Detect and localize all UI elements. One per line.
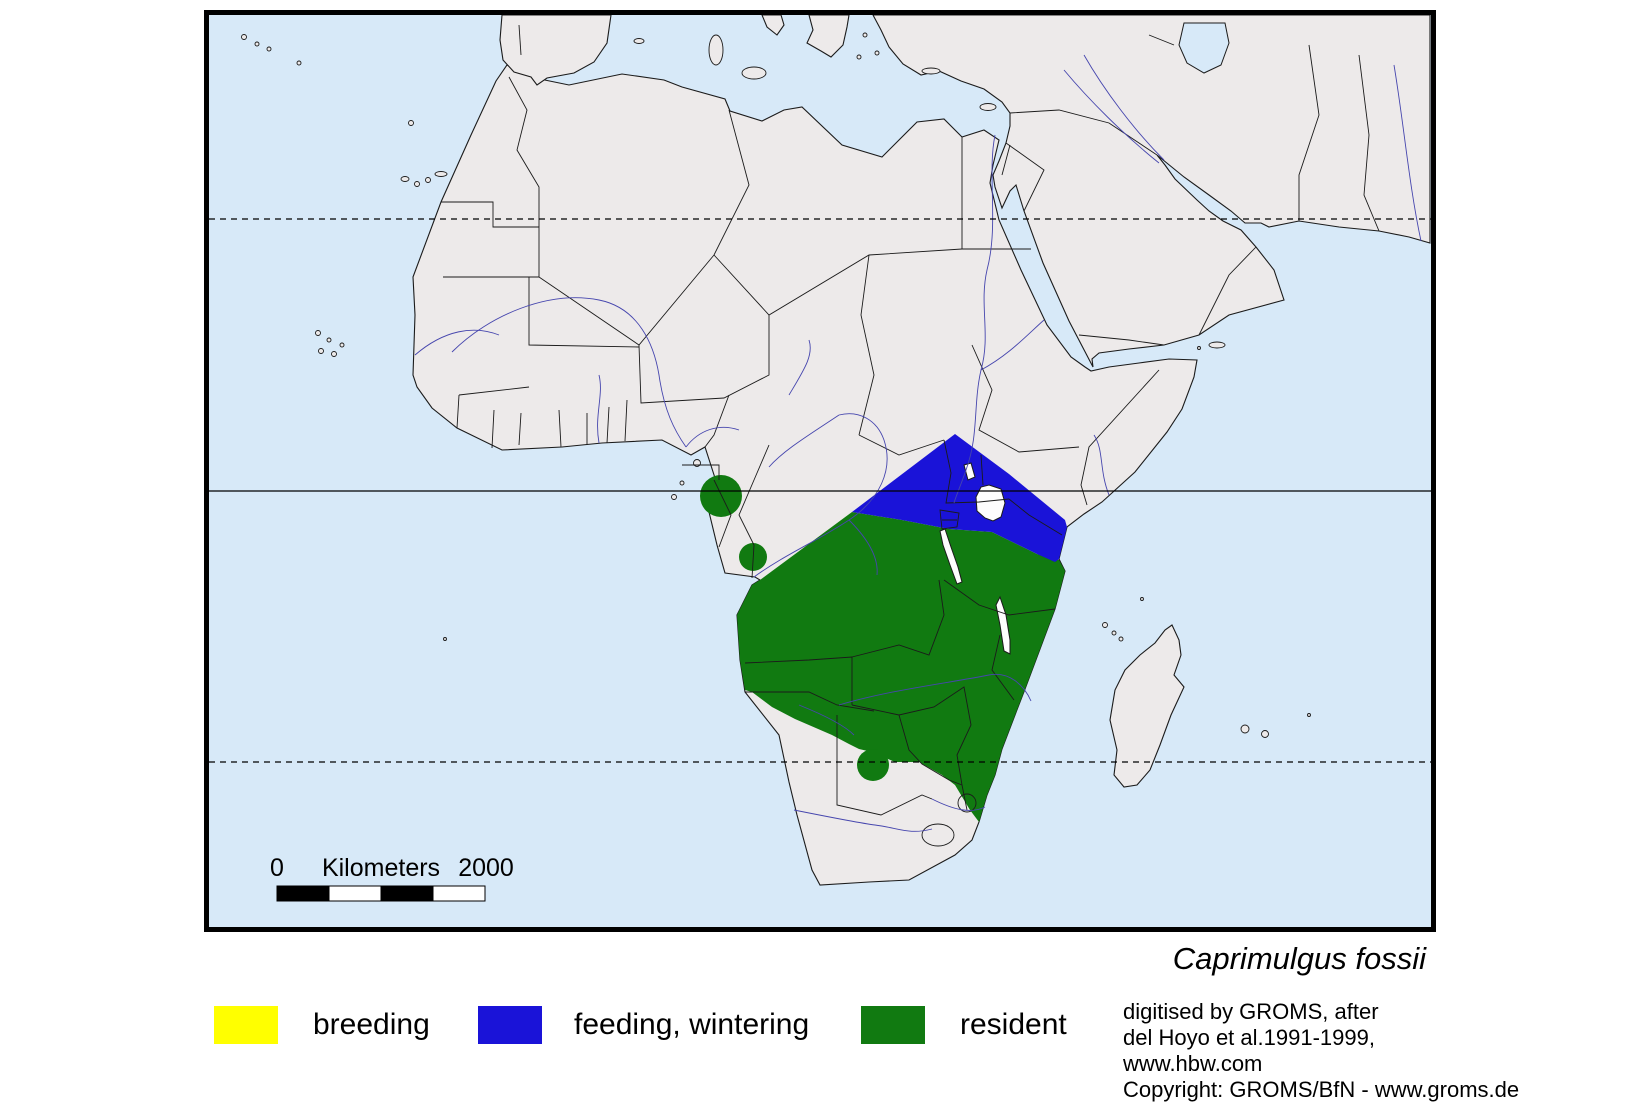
credits-line: digitised by GROMS, after xyxy=(1123,999,1379,1024)
niger-river xyxy=(451,297,687,448)
feeding-wintering-range-polygon xyxy=(852,434,1067,562)
country-borders xyxy=(441,24,1380,847)
rivers xyxy=(414,54,1422,832)
legend-label-resident: resident xyxy=(960,1008,1067,1041)
indus-river xyxy=(1393,64,1422,242)
zambezi-river xyxy=(838,673,1032,706)
species-title: Caprimulgus fossii xyxy=(1172,941,1426,976)
euphrates-river xyxy=(1063,69,1160,164)
legend-label-feeding-wintering: feeding, wintering xyxy=(574,1008,810,1041)
credits-line: Copyright: GROMS/BfN - www.groms.de xyxy=(1123,1077,1520,1102)
map-frame: 0 Kilometers 2000 xyxy=(204,10,1436,932)
inland-seas xyxy=(1178,22,1230,74)
lake-tanganyika xyxy=(939,528,963,585)
scale-label-zero: 0 xyxy=(270,854,284,882)
legend-swatch-breeding xyxy=(214,1006,278,1044)
lake-malawi xyxy=(995,595,1011,655)
caspian-sea xyxy=(1178,22,1230,74)
lakes xyxy=(939,462,1011,655)
limpopo-river xyxy=(931,798,986,811)
volta-river xyxy=(597,374,601,444)
scale-bar: 0 Kilometers 2000 xyxy=(270,854,514,902)
legend-swatch-resident xyxy=(861,1006,925,1044)
resident-range-polygon xyxy=(737,512,1065,822)
tigris-river xyxy=(1083,54,1165,161)
benue-river xyxy=(685,426,740,448)
botswana-resident-patch xyxy=(857,749,889,781)
greece-landmass xyxy=(806,15,850,58)
scale-label-max: 2000 xyxy=(458,854,514,882)
range-overlays xyxy=(700,434,1067,822)
kasai-river xyxy=(848,519,878,576)
legend-label-breeding: breeding xyxy=(313,1008,430,1041)
resident-color-swatch xyxy=(861,1006,925,1044)
breeding-color-swatch xyxy=(214,1006,278,1044)
latitude-lines xyxy=(209,218,1431,763)
lake-victoria xyxy=(975,484,1006,522)
okavango-river xyxy=(798,704,855,736)
feeding-wintering-color-swatch xyxy=(478,1006,542,1044)
italy-landmass xyxy=(761,15,785,36)
map-canvas: 0 Kilometers 2000 xyxy=(209,15,1431,927)
jubba-river xyxy=(1093,434,1110,496)
credits-line: www.hbw.com xyxy=(1123,1051,1263,1076)
nile-river xyxy=(953,134,996,504)
iberia-landmass xyxy=(499,15,612,86)
ubangi-river xyxy=(768,414,840,468)
senegal-river xyxy=(414,329,500,356)
scale-label-unit: Kilometers xyxy=(322,854,440,882)
islands xyxy=(241,32,1311,738)
orange-river xyxy=(793,809,933,832)
blue-nile-river xyxy=(980,319,1045,371)
legend-swatch-feeding-wintering xyxy=(478,1006,542,1044)
chari-river xyxy=(788,339,811,396)
credits-block: digitised by GROMS, after del Hoyo et al… xyxy=(1123,999,1519,1103)
gabon-resident-patch xyxy=(700,475,742,517)
madagascar-island xyxy=(1109,624,1185,788)
credits-line: del Hoyo et al.1991-1999, xyxy=(1123,1025,1375,1050)
congo-river xyxy=(753,413,888,578)
